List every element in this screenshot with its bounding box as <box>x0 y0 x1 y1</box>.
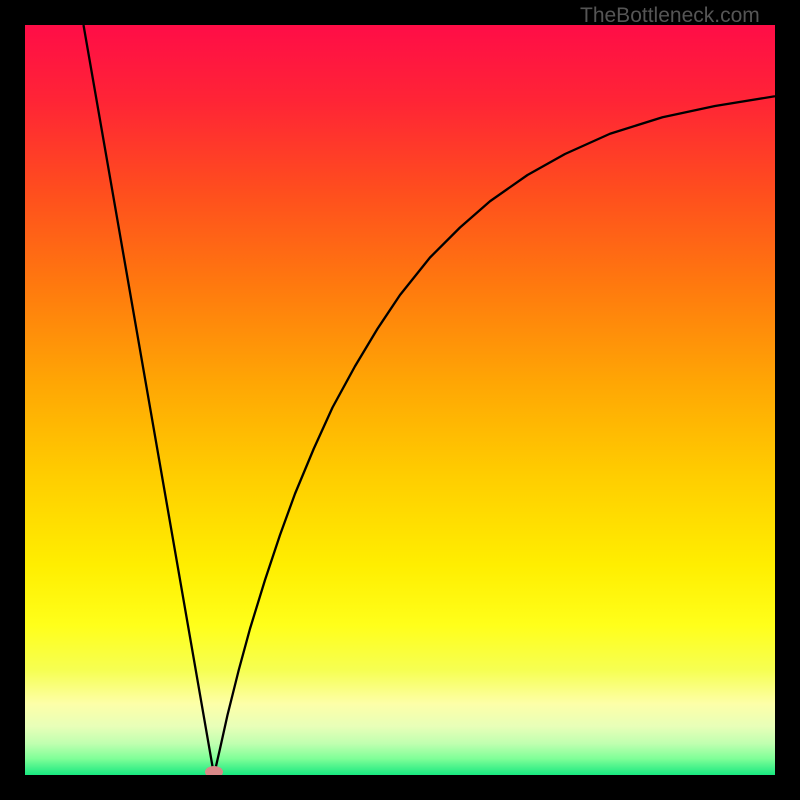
plot-border-bottom <box>0 775 800 800</box>
plot-background-gradient <box>25 25 775 775</box>
plot-border-right <box>775 0 800 800</box>
watermark-text: TheBottleneck.com <box>580 4 760 28</box>
chart-svg <box>0 0 800 800</box>
chart-container: TheBottleneck.com <box>0 0 800 800</box>
plot-border-left <box>0 0 25 800</box>
